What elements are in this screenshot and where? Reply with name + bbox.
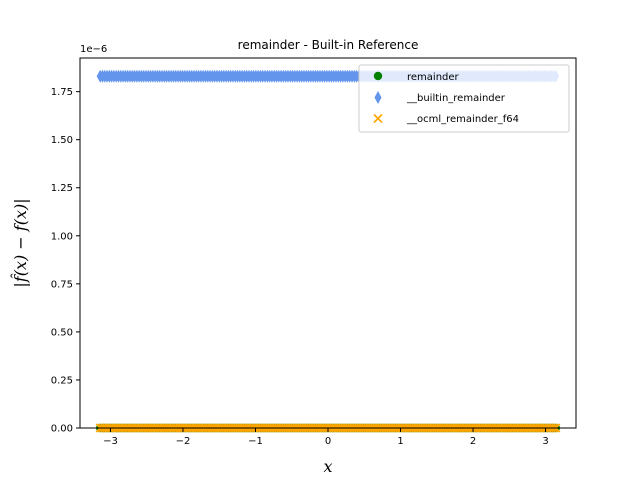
y-axis-label: |f̂(x) − f(x)|: [11, 198, 30, 287]
y-tick-label: 1.25: [51, 183, 73, 194]
legend-label-builtin-remainder: __builtin_remainder: [406, 93, 506, 104]
y-offset-label: 1e−6: [80, 44, 107, 55]
x-tick-label: 3: [542, 436, 548, 447]
y-tick-label: 0.25: [51, 375, 73, 386]
x-axis-label: x: [323, 457, 332, 476]
y-tick-label: 0.50: [51, 327, 73, 338]
legend-label-ocml-remainder: __ocml_remainder_f64: [406, 114, 519, 125]
x-tick-label: −1: [248, 436, 263, 447]
y-ticks: 0.00 0.25 0.50 0.75 1.00 1.25 1.50 1.75: [51, 87, 80, 435]
y-tick-label: 1.50: [51, 135, 73, 146]
x-tick-label: −2: [176, 436, 191, 447]
x-tick-label: 1: [397, 436, 403, 447]
x-ticks: −3 −2 −1 0 1 2 3: [103, 428, 549, 447]
legend-marker-ocml-remainder: [373, 113, 383, 124]
legend-marker-remainder: [373, 71, 383, 81]
legend-label-remainder: remainder: [407, 72, 460, 83]
y-tick-label: 1.75: [51, 87, 73, 98]
y-tick-label: 1.00: [51, 231, 73, 242]
chart-title: remainder - Built-in Reference: [238, 38, 419, 52]
y-tick-label: 0.75: [51, 279, 73, 290]
x-tick-label: −3: [103, 436, 118, 447]
legend: remainder __builtin_remainder __ocml_rem…: [358, 64, 570, 133]
legend-marker-builtin-remainder: [374, 91, 382, 104]
y-tick-label: 0.00: [51, 424, 73, 435]
x-tick-label: 2: [470, 436, 476, 447]
x-tick-label: 0: [325, 436, 331, 447]
series-ocml-remainder-f64: [95, 423, 561, 433]
legend-box: [358, 64, 570, 133]
